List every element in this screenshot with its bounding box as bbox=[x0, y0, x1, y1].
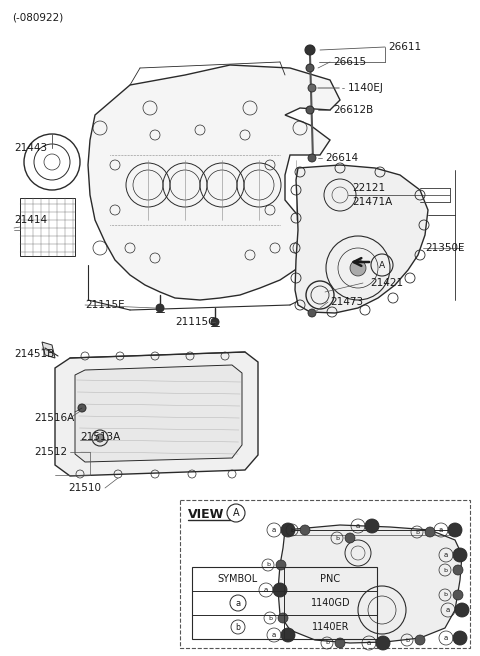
Text: 21473: 21473 bbox=[330, 297, 363, 307]
Text: a: a bbox=[356, 523, 360, 529]
Text: a: a bbox=[235, 598, 240, 607]
Circle shape bbox=[453, 565, 463, 575]
Bar bbox=[180, 500, 470, 648]
Text: SYMBOL: SYMBOL bbox=[218, 574, 258, 584]
Circle shape bbox=[306, 64, 314, 72]
Text: 21350E: 21350E bbox=[425, 243, 465, 253]
Text: b: b bbox=[236, 623, 240, 632]
Text: a: a bbox=[272, 632, 276, 638]
Text: 26615: 26615 bbox=[333, 57, 366, 67]
Text: 21513A: 21513A bbox=[80, 432, 120, 442]
Text: 26611: 26611 bbox=[388, 42, 421, 52]
Circle shape bbox=[448, 523, 462, 537]
Polygon shape bbox=[42, 342, 55, 358]
Circle shape bbox=[453, 590, 463, 600]
Text: 21512: 21512 bbox=[34, 447, 67, 457]
Text: 1140ER: 1140ER bbox=[312, 622, 349, 632]
Circle shape bbox=[453, 631, 467, 645]
Text: a: a bbox=[439, 527, 443, 533]
Text: a: a bbox=[367, 640, 371, 646]
Circle shape bbox=[78, 404, 86, 412]
Text: b: b bbox=[268, 615, 272, 621]
Polygon shape bbox=[278, 525, 462, 643]
Text: VIEW: VIEW bbox=[188, 508, 224, 522]
Polygon shape bbox=[295, 165, 428, 313]
Text: a: a bbox=[444, 552, 448, 558]
Text: A: A bbox=[379, 260, 385, 270]
Circle shape bbox=[278, 613, 288, 623]
Text: b: b bbox=[443, 567, 447, 573]
Polygon shape bbox=[55, 352, 258, 476]
Text: b: b bbox=[415, 529, 419, 535]
Text: 21421: 21421 bbox=[370, 278, 403, 288]
Text: b: b bbox=[335, 535, 339, 541]
Circle shape bbox=[306, 106, 314, 114]
Circle shape bbox=[305, 45, 315, 55]
Circle shape bbox=[276, 560, 286, 570]
Text: 26614: 26614 bbox=[325, 153, 358, 163]
Bar bbox=[192, 567, 377, 639]
Text: 21414: 21414 bbox=[14, 215, 47, 225]
Circle shape bbox=[365, 519, 379, 533]
Text: a: a bbox=[444, 635, 448, 641]
Circle shape bbox=[415, 635, 425, 645]
Text: 21443: 21443 bbox=[14, 143, 47, 153]
Polygon shape bbox=[88, 65, 340, 300]
Text: A: A bbox=[233, 508, 240, 518]
Circle shape bbox=[455, 603, 469, 617]
Circle shape bbox=[376, 636, 390, 650]
Circle shape bbox=[350, 260, 366, 276]
Text: a: a bbox=[272, 527, 276, 533]
Circle shape bbox=[308, 309, 316, 317]
Text: 26612B: 26612B bbox=[333, 105, 373, 115]
Text: 21516A: 21516A bbox=[34, 413, 74, 423]
Circle shape bbox=[335, 638, 345, 648]
Text: 1140EJ: 1140EJ bbox=[348, 83, 384, 93]
Text: b: b bbox=[443, 592, 447, 598]
Text: a: a bbox=[264, 587, 268, 593]
Circle shape bbox=[211, 318, 219, 326]
Circle shape bbox=[273, 583, 287, 597]
Circle shape bbox=[425, 527, 435, 537]
Circle shape bbox=[453, 548, 467, 562]
Text: b: b bbox=[325, 640, 329, 646]
Polygon shape bbox=[75, 365, 242, 462]
Text: 21471A: 21471A bbox=[352, 197, 392, 207]
Text: 21115C: 21115C bbox=[175, 317, 216, 327]
Text: b: b bbox=[266, 562, 270, 567]
Text: 1140GD: 1140GD bbox=[311, 598, 350, 608]
Text: PNC: PNC bbox=[321, 574, 341, 584]
Text: b: b bbox=[405, 638, 409, 642]
Circle shape bbox=[308, 154, 316, 162]
Circle shape bbox=[300, 525, 310, 535]
Text: 21451B: 21451B bbox=[14, 349, 54, 359]
Text: 22121: 22121 bbox=[352, 183, 385, 193]
Text: (-080922): (-080922) bbox=[12, 12, 63, 22]
Circle shape bbox=[281, 523, 295, 537]
Circle shape bbox=[281, 628, 295, 642]
Bar bbox=[20, 198, 75, 256]
Text: a: a bbox=[446, 607, 450, 613]
Text: 21115E: 21115E bbox=[85, 300, 125, 310]
Text: b: b bbox=[290, 527, 294, 533]
Text: 21510: 21510 bbox=[68, 483, 101, 493]
Circle shape bbox=[308, 84, 316, 92]
Circle shape bbox=[156, 304, 164, 312]
Circle shape bbox=[345, 533, 355, 543]
Circle shape bbox=[96, 434, 104, 442]
